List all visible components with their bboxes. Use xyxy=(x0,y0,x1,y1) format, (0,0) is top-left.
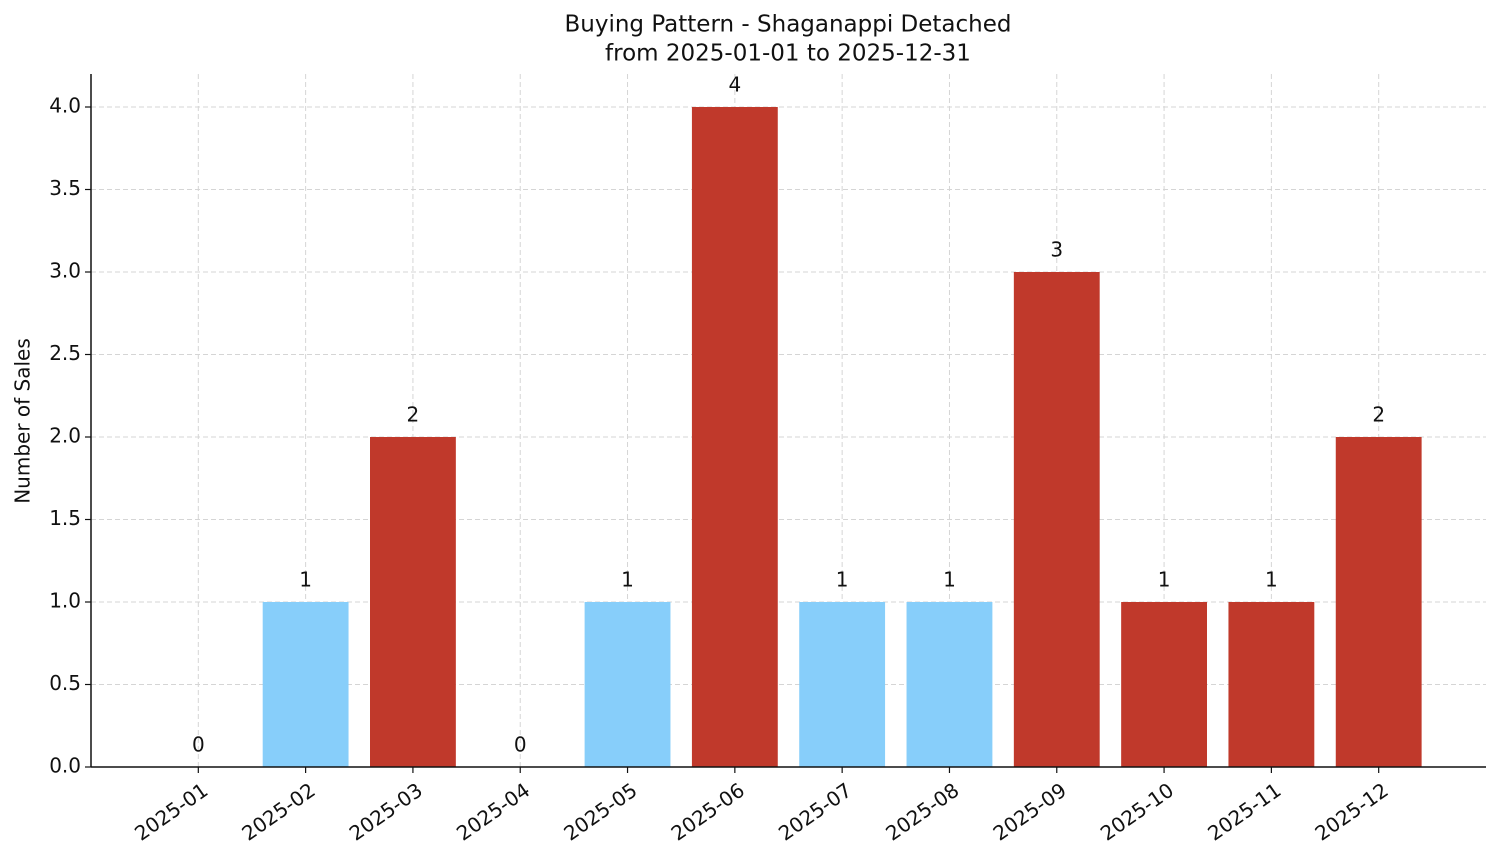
y-tick-label: 1.0 xyxy=(49,589,81,613)
data-label: 1 xyxy=(299,568,312,592)
data-label: 1 xyxy=(943,568,956,592)
data-label: 1 xyxy=(1265,568,1278,592)
data-label: 1 xyxy=(836,568,849,592)
data-label: 3 xyxy=(1050,238,1063,262)
x-tick-label: 2025-11 xyxy=(1203,778,1285,846)
y-tick-label: 2.5 xyxy=(49,341,81,365)
x-tick-label: 2025-05 xyxy=(559,778,641,846)
x-tick-label: 2025-02 xyxy=(237,778,319,846)
x-tick-label: 2025-06 xyxy=(667,778,749,846)
x-tick-label: 2025-10 xyxy=(1096,778,1178,846)
data-label: 2 xyxy=(1372,403,1385,427)
x-tick-label: 2025-04 xyxy=(452,778,534,846)
data-label: 2 xyxy=(407,403,420,427)
bar xyxy=(799,602,886,767)
x-tick-label: 2025-08 xyxy=(881,778,963,846)
data-label: 1 xyxy=(1158,568,1171,592)
y-tick-label: 0.5 xyxy=(49,671,81,695)
y-tick-label: 0.0 xyxy=(49,754,81,778)
bar xyxy=(370,437,456,767)
x-tick-label: 2025-07 xyxy=(774,778,856,846)
bar xyxy=(906,602,993,767)
bar xyxy=(1228,602,1315,767)
x-tick-label: 2025-01 xyxy=(130,778,212,846)
chart-subtitle: from 2025-01-01 to 2025-12-31 xyxy=(605,41,971,67)
data-label: 0 xyxy=(192,733,205,757)
bar xyxy=(584,602,671,767)
bar xyxy=(691,107,778,767)
bar xyxy=(262,602,349,767)
bar xyxy=(1013,272,1100,767)
y-axis-label: Number of Sales xyxy=(11,338,35,504)
data-label: 0 xyxy=(514,733,527,757)
y-tick-label: 4.0 xyxy=(49,94,81,118)
y-tick-label: 2.0 xyxy=(49,424,81,448)
bar xyxy=(1121,602,1207,767)
bar xyxy=(1335,437,1422,767)
y-tick-label: 3.0 xyxy=(49,259,81,283)
x-tick-label: 2025-09 xyxy=(989,778,1071,846)
data-label: 1 xyxy=(621,568,634,592)
chart-title: Buying Pattern - Shaganappi Detached xyxy=(565,12,1012,38)
y-tick-label: 3.5 xyxy=(49,176,81,200)
x-tick-label: 2025-12 xyxy=(1310,778,1392,846)
x-tick-label: 2025-03 xyxy=(345,778,427,846)
y-tick-label: 1.5 xyxy=(49,506,81,530)
data-label: 4 xyxy=(728,73,741,97)
